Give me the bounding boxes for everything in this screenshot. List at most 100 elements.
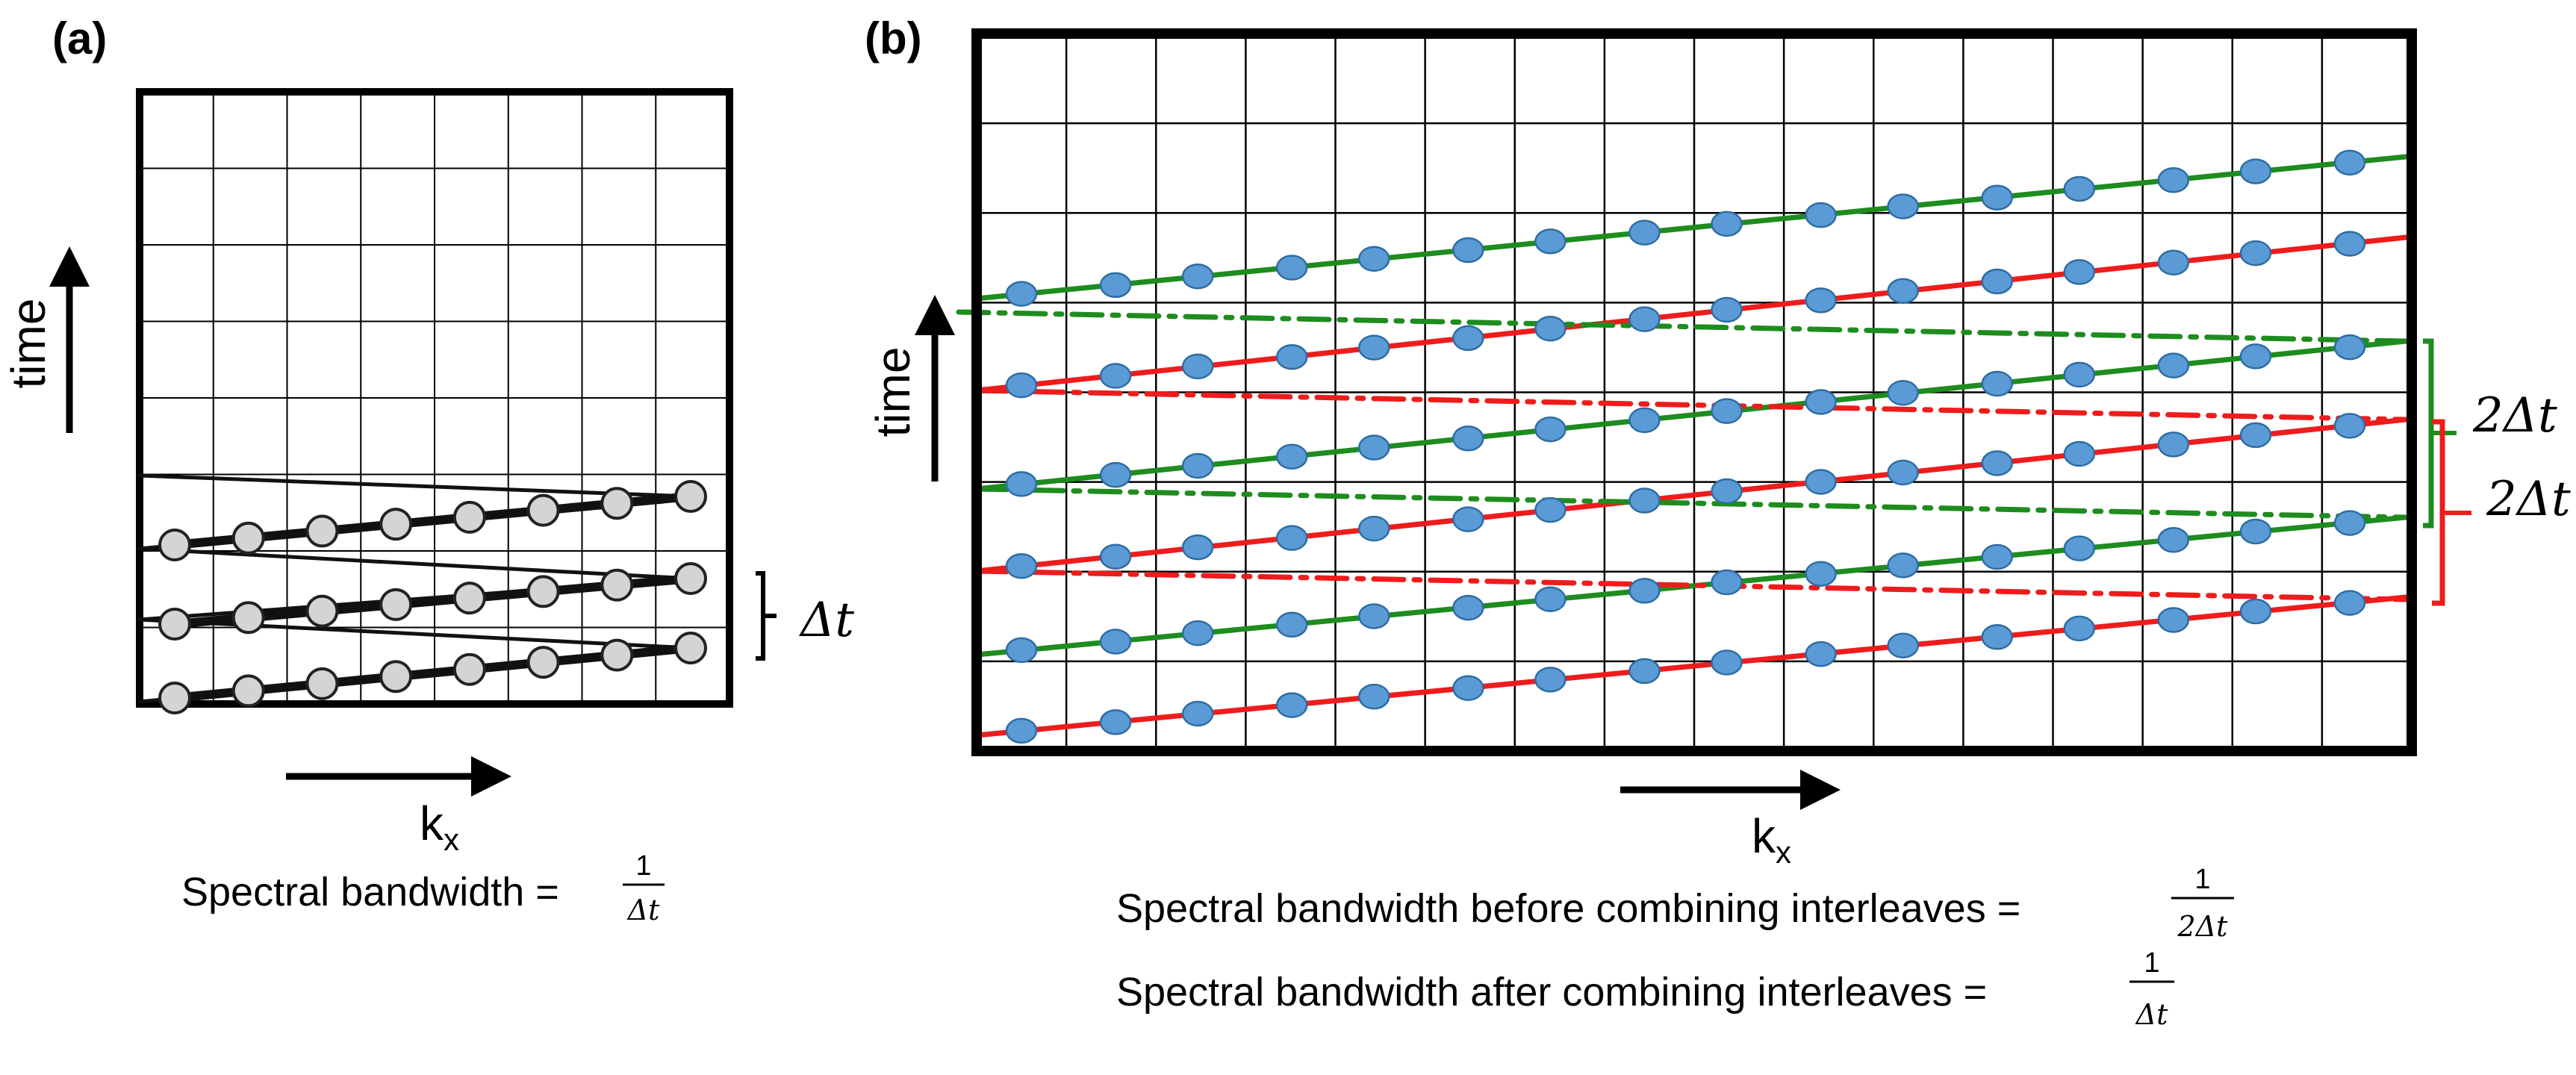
panel-a-caption-denominator: Δt [626, 894, 660, 926]
panel-b-sample-point [1711, 569, 1743, 596]
panel-b-sample-point [1628, 658, 1661, 685]
panel-b-sample-point [1628, 219, 1661, 246]
panel-b-sample-point [2239, 518, 2272, 545]
panel-b-sample-point [1005, 637, 1038, 664]
panel-b-frame [971, 28, 2417, 756]
panel-b-sample-point [1452, 675, 1484, 702]
panel-a-caption-numerator: 1 [635, 850, 651, 882]
panel-b-sample-point [1805, 469, 1837, 495]
panel-b-sample-point [2239, 240, 2272, 267]
panel-a-caption: Spectral bandwidth = [181, 870, 559, 914]
panel-b-sample-point [2063, 440, 2096, 467]
panel-a-sample-point [452, 500, 486, 534]
panel-a-sample-point [231, 521, 265, 555]
panel-a-label: (a) [52, 13, 107, 63]
panel-b-sample-point [1805, 287, 1837, 314]
panel-b-sample-point [1805, 641, 1837, 667]
panel-a-sample-point [674, 562, 707, 595]
panel-b-sample-point [2157, 527, 2190, 553]
panel-b-sample-point [2157, 167, 2190, 193]
panel-b-caption-before-numerator: 1 [2194, 864, 2210, 895]
panel-b-sample-point [1534, 416, 1567, 443]
panel-b-sample-point [1452, 506, 1484, 532]
panel-b-kx-label: kx [1752, 809, 1791, 870]
panel-b-sample-point [2333, 231, 2366, 257]
panel-a-sample-point [452, 582, 486, 615]
panel-a-return-line [137, 617, 693, 650]
panel-a-sample-point [526, 493, 560, 527]
panel-b-sample-point [1452, 237, 1484, 264]
panel-a-sample-point [305, 514, 339, 548]
panel-b-sample-point [1887, 632, 1919, 658]
panel-a-sample-point [600, 568, 634, 602]
panel-b-caption-after-numerator: 1 [2144, 947, 2159, 979]
panel-a-return-line [137, 646, 693, 704]
panel-b-sample-point [1887, 552, 1919, 579]
panel-b-sample-point [2063, 361, 2096, 388]
panel-a-time-label: time [1, 299, 55, 389]
panel-b-sample-point [1711, 211, 1743, 237]
panel-b-sample-point [1358, 683, 1390, 710]
panel-a-sample-point [600, 487, 634, 520]
panel-b-sample-point [1358, 515, 1390, 542]
panel-b-sample-point [1452, 426, 1484, 452]
panel-b-sample-point [2063, 615, 2096, 642]
panel-b-samples [1005, 149, 2366, 744]
panel-b-sample-point [1005, 552, 1038, 579]
panel-b-sample-point [1005, 372, 1038, 399]
panel-b-sample-point [1099, 629, 1132, 655]
panel-b-sample-point [1275, 443, 1308, 470]
panel-b-sample-point [2157, 431, 2190, 458]
panel-a-samples [158, 480, 707, 714]
panel-a-return-line [137, 546, 693, 581]
panel-b-sample-point [1452, 594, 1484, 621]
panel-b-sample-point [1981, 543, 2013, 570]
panel-a-grid [140, 92, 729, 704]
panel-b-sample-point [1181, 700, 1214, 727]
panel-b-sample-point [1181, 534, 1214, 561]
panel-b-sample-point [1534, 228, 1567, 255]
panel-b-sample-point [1099, 272, 1132, 299]
panel-a-interval-label: Δt [798, 593, 854, 648]
panel-b-sample-point [1628, 306, 1661, 332]
panel-b-sample-point [1534, 316, 1567, 342]
panel-a-return-line [137, 576, 693, 622]
panel-b-sample-point [1099, 709, 1132, 735]
panel-a-sample-point [674, 632, 707, 664]
panel-b-sample-point [1887, 278, 1919, 304]
panel-a: (a) time kx Δt Spectral bandwidth = 1 Δt [1, 13, 854, 926]
panel-b-sample-point [2157, 607, 2190, 633]
panel-b-sample-point [2239, 158, 2272, 184]
panel-b-sample-point [2063, 535, 2096, 561]
panel-b-sample-point [1358, 603, 1390, 629]
panel-b-sample-point [2063, 175, 2096, 202]
panel-b-sample-point [1628, 578, 1661, 604]
panel-b: (b) time kx 2Δt 2Δt Spectral bandwidth b… [865, 13, 2571, 1031]
panel-b-sample-point [1181, 353, 1214, 380]
panel-a-sample-point [379, 508, 413, 541]
panel-b-caption-before: Spectral bandwidth before combining inte… [1116, 886, 2020, 931]
panel-a-sample-point [674, 480, 707, 513]
panel-b-sample-point [1628, 407, 1661, 434]
panel-b-sample-point [1711, 649, 1743, 676]
panel-b-sample-point [1275, 255, 1308, 281]
panel-a-sample-point [305, 667, 339, 700]
panel-b-sample-point [2063, 259, 2096, 285]
panel-b-sample-point [2333, 590, 2366, 616]
panel-b-sample-point [1534, 496, 1567, 523]
panel-a-sample-point [379, 588, 413, 621]
panel-b-sample-point [2157, 352, 2190, 378]
panel-a-interval-bracket [756, 571, 765, 661]
panel-a-sample-point [526, 575, 560, 608]
panel-b-sample-point [2239, 598, 2272, 625]
panel-a-return-line [137, 494, 693, 551]
panel-b-sample-point [1805, 389, 1837, 415]
panel-a-return-line [137, 473, 693, 499]
panel-a-sample-point [305, 594, 339, 628]
panel-b-caption-after-denominator: Δt [2135, 998, 2168, 1031]
panel-a-sample-point [158, 682, 191, 714]
panel-a-sample-point [379, 660, 413, 694]
panel-b-sample-point [1887, 459, 1919, 486]
panel-b-sample-point [1099, 363, 1132, 389]
panel-b-return-line [974, 387, 2409, 423]
